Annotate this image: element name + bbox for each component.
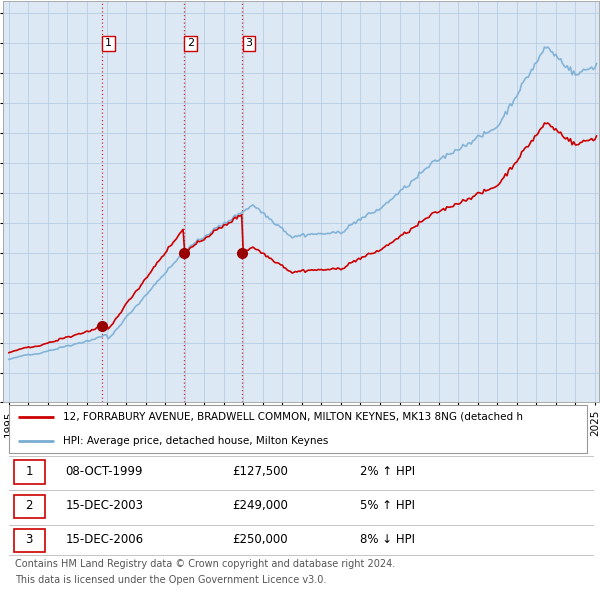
- FancyBboxPatch shape: [14, 460, 45, 484]
- Text: 15-DEC-2006: 15-DEC-2006: [65, 533, 143, 546]
- Text: 2: 2: [187, 38, 194, 48]
- Text: 15-DEC-2003: 15-DEC-2003: [65, 499, 143, 512]
- FancyBboxPatch shape: [14, 529, 45, 552]
- Text: £250,000: £250,000: [232, 533, 288, 546]
- Text: 1: 1: [25, 465, 33, 478]
- Text: 3: 3: [26, 533, 33, 546]
- Text: This data is licensed under the Open Government Licence v3.0.: This data is licensed under the Open Gov…: [15, 575, 326, 585]
- Text: HPI: Average price, detached house, Milton Keynes: HPI: Average price, detached house, Milt…: [62, 435, 328, 445]
- Text: 08-OCT-1999: 08-OCT-1999: [65, 465, 143, 478]
- FancyBboxPatch shape: [9, 405, 587, 453]
- Text: 8% ↓ HPI: 8% ↓ HPI: [361, 533, 415, 546]
- FancyBboxPatch shape: [14, 494, 45, 518]
- Text: £127,500: £127,500: [232, 465, 288, 478]
- Text: 2% ↑ HPI: 2% ↑ HPI: [361, 465, 416, 478]
- Text: 12, FORRABURY AVENUE, BRADWELL COMMON, MILTON KEYNES, MK13 8NG (detached h: 12, FORRABURY AVENUE, BRADWELL COMMON, M…: [62, 412, 523, 421]
- Text: 3: 3: [245, 38, 253, 48]
- Text: 1: 1: [105, 38, 112, 48]
- Text: 5% ↑ HPI: 5% ↑ HPI: [361, 499, 415, 512]
- Text: £249,000: £249,000: [232, 499, 288, 512]
- Text: Contains HM Land Registry data © Crown copyright and database right 2024.: Contains HM Land Registry data © Crown c…: [15, 559, 395, 569]
- Text: 2: 2: [25, 499, 33, 512]
